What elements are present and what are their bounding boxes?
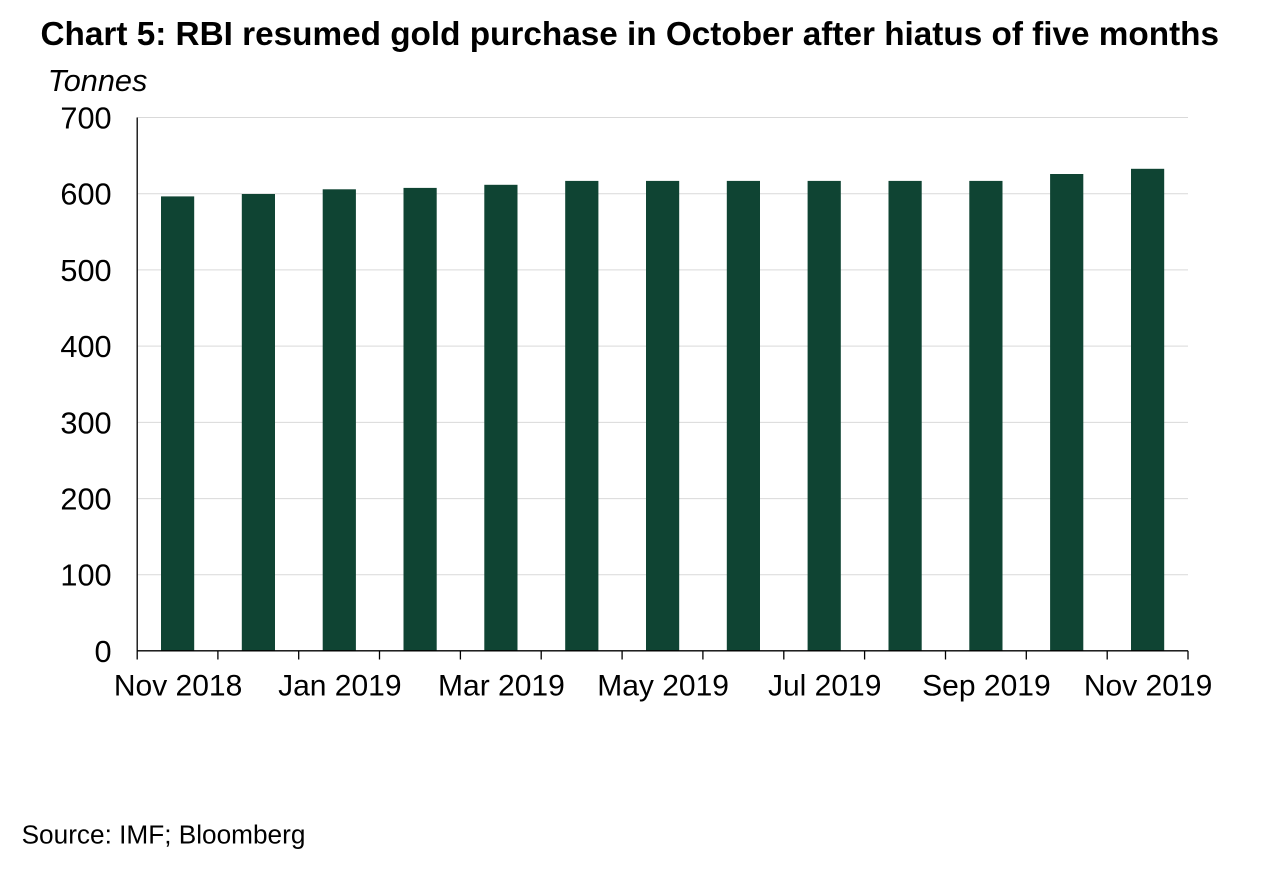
svg-text:700: 700 <box>60 100 111 135</box>
svg-text:600: 600 <box>60 177 111 212</box>
svg-text:100: 100 <box>60 558 111 593</box>
svg-text:Mar 2019: Mar 2019 <box>438 670 565 703</box>
svg-text:Nov 2018: Nov 2018 <box>114 670 242 703</box>
svg-text:500: 500 <box>60 253 111 288</box>
svg-text:Jul 2019: Jul 2019 <box>768 670 881 703</box>
svg-text:Jan 2019: Jan 2019 <box>278 670 401 703</box>
svg-text:Chart 5: RBI resumed gold purc: Chart 5: RBI resumed gold purchase in Oc… <box>41 16 1220 53</box>
svg-text:Sep 2019: Sep 2019 <box>922 670 1050 703</box>
svg-text:Source: IMF; Bloomberg: Source: IMF; Bloomberg <box>22 820 306 850</box>
svg-text:Nov 2019: Nov 2019 <box>1084 670 1212 703</box>
svg-text:May 2019: May 2019 <box>597 670 729 703</box>
svg-text:300: 300 <box>60 405 111 440</box>
svg-text:0: 0 <box>95 634 112 669</box>
svg-text:400: 400 <box>60 329 111 364</box>
svg-text:Tonnes: Tonnes <box>48 63 148 98</box>
svg-text:200: 200 <box>60 482 111 517</box>
